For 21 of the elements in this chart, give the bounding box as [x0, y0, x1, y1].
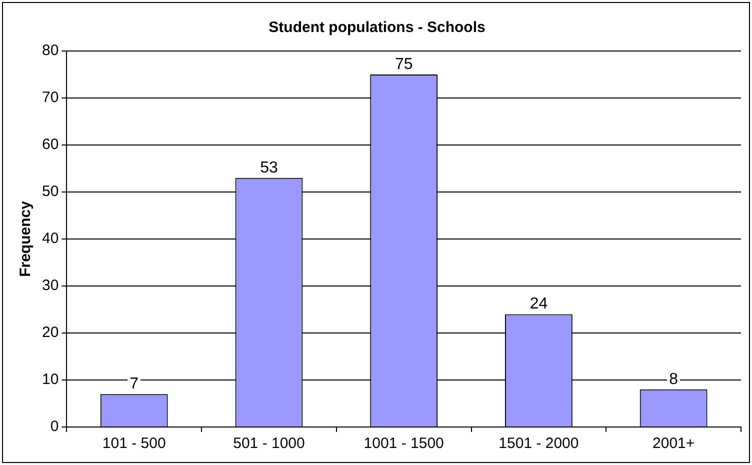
y-tick-label: 50	[42, 183, 59, 200]
y-tick-label: 80	[42, 42, 59, 60]
y-tick-label: 30	[42, 277, 59, 294]
y-tick-label: 40	[42, 230, 59, 248]
y-tick-label: 0	[50, 418, 59, 436]
data-label: 53	[260, 159, 278, 176]
x-tick-label: 1001 - 1500	[364, 435, 444, 452]
y-axis-title: Frequency	[17, 200, 34, 277]
y-tick-label: 20	[42, 324, 59, 342]
y-tick-label: 60	[42, 136, 59, 154]
x-tick-label: 1501 - 2000	[498, 435, 579, 452]
chart-title: Student populations - Schools	[268, 19, 486, 36]
x-tick-label: 501 - 1000	[233, 435, 305, 452]
data-label: 7	[130, 376, 139, 393]
y-tick-label: 10	[42, 371, 59, 388]
data-label: 75	[394, 56, 413, 73]
x-tick-label: 2001+	[652, 435, 695, 452]
x-tick-label: 101 - 500	[102, 435, 166, 452]
data-label: 8	[669, 370, 678, 388]
data-label: 24	[530, 296, 548, 313]
y-tick-label: 70	[42, 89, 59, 106]
